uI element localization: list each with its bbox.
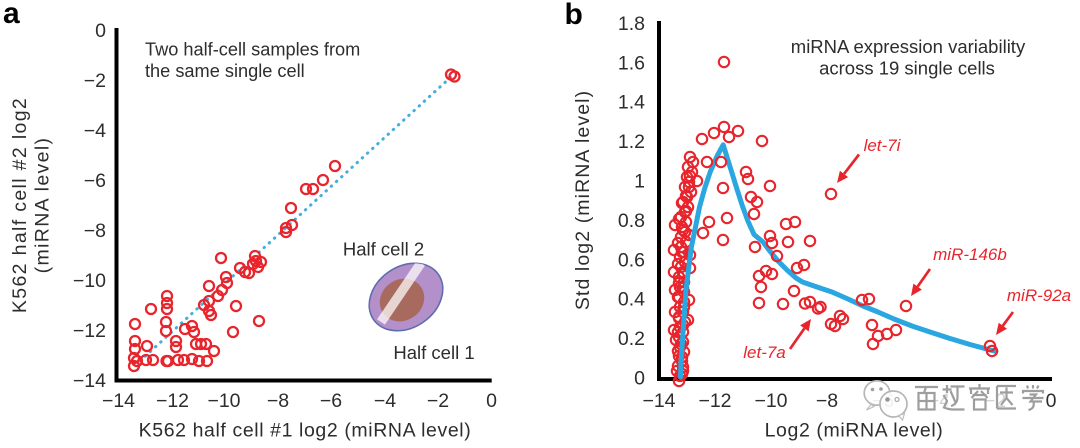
- svg-text:−12: −12: [73, 320, 106, 342]
- svg-text:1.6: 1.6: [618, 52, 645, 74]
- svg-text:−10: −10: [73, 270, 106, 292]
- svg-text:−8: −8: [267, 390, 289, 412]
- svg-text:−8: −8: [816, 390, 838, 412]
- svg-text:Half cell 1: Half cell 1: [393, 342, 474, 363]
- svg-text:0.6: 0.6: [618, 249, 645, 271]
- svg-text:−14: −14: [73, 370, 106, 392]
- svg-text:Log2 (miRNA level): Log2 (miRNA level): [765, 420, 944, 442]
- svg-text:0: 0: [95, 20, 106, 42]
- svg-text:Half cell 2: Half cell 2: [343, 239, 424, 260]
- svg-text:−4: −4: [374, 390, 396, 412]
- svg-text:let-7i: let-7i: [864, 136, 902, 155]
- svg-text:−10: −10: [754, 390, 787, 412]
- svg-text:−6: −6: [84, 170, 106, 192]
- svg-text:the same single cell: the same single cell: [145, 61, 305, 81]
- svg-text:1.4: 1.4: [618, 92, 645, 114]
- svg-text:−2: −2: [84, 70, 106, 92]
- svg-text:K562 half cell #2 log2: K562 half cell #2 log2: [9, 97, 31, 313]
- svg-text:miR-92a: miR-92a: [1007, 286, 1071, 305]
- svg-text:Std log2 (miRNA level): Std log2 (miRNA level): [572, 90, 594, 310]
- svg-text:b: b: [565, 0, 583, 31]
- svg-text:−10: −10: [207, 390, 240, 412]
- svg-text:0.4: 0.4: [618, 289, 645, 311]
- svg-text:let-7a: let-7a: [743, 343, 786, 362]
- svg-text:−12: −12: [156, 390, 189, 412]
- svg-text:Two half-cell samples from: Two half-cell samples from: [145, 40, 360, 60]
- svg-text:0.2: 0.2: [618, 328, 645, 350]
- svg-text:0.8: 0.8: [618, 210, 645, 232]
- svg-text:−12: −12: [698, 390, 731, 412]
- svg-text:a: a: [3, 0, 20, 30]
- svg-text:−2: −2: [427, 390, 449, 412]
- svg-text:miRNA expression variability: miRNA expression variability: [791, 36, 1026, 57]
- svg-text:1.8: 1.8: [618, 13, 645, 35]
- svg-text:K562 half cell #1 log2 (miRNA: K562 half cell #1 log2 (miRNA level): [139, 420, 472, 442]
- svg-text:−14: −14: [642, 390, 675, 412]
- svg-text:0: 0: [486, 390, 497, 412]
- svg-text:0: 0: [1046, 390, 1057, 412]
- svg-text:1: 1: [634, 171, 645, 193]
- svg-text:0: 0: [634, 368, 645, 390]
- svg-text:miR-146b: miR-146b: [933, 245, 1007, 264]
- svg-text:−6: −6: [320, 390, 342, 412]
- svg-text:−4: −4: [84, 120, 106, 142]
- svg-text:(miRNA level): (miRNA level): [32, 137, 54, 274]
- svg-text:across 19 single cells: across 19 single cells: [819, 58, 995, 79]
- svg-text:−14: −14: [102, 390, 135, 412]
- svg-text:1.2: 1.2: [618, 131, 645, 153]
- svg-text:−8: −8: [84, 220, 106, 242]
